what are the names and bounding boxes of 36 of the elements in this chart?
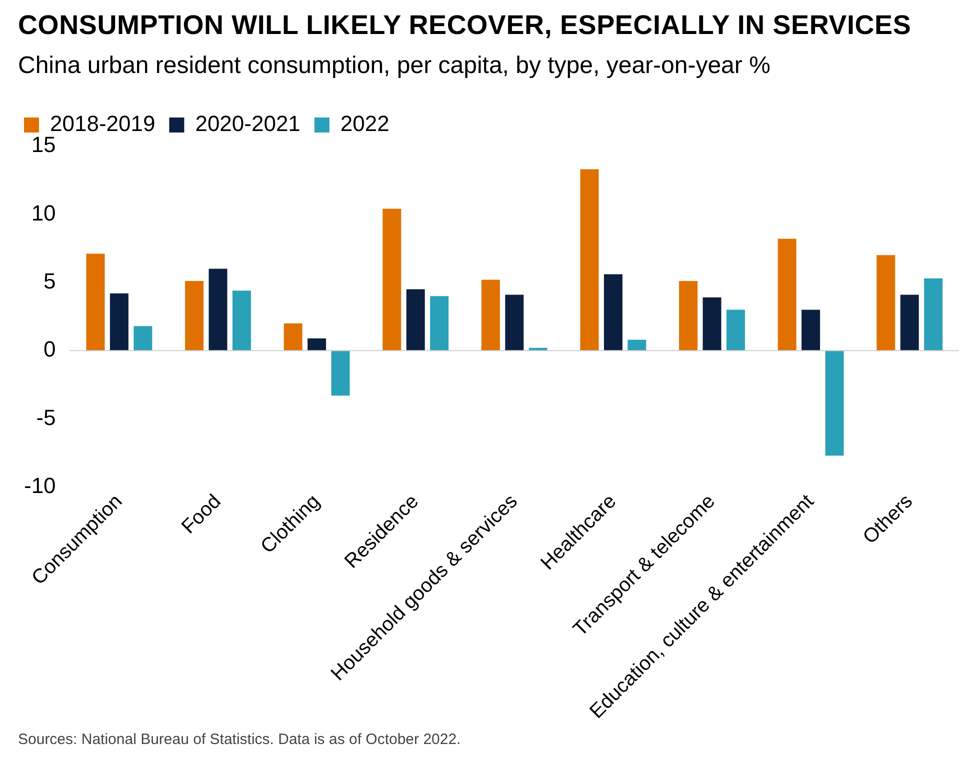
bar (876, 255, 896, 351)
source-note: Sources: National Bureau of Statistics. Data is as of October 2022. (18, 731, 461, 748)
bar (232, 290, 251, 351)
bar (726, 310, 745, 351)
legend-label: 2020-2021 (195, 111, 300, 136)
chart-subtitle: China urban resident consumption, per capita, by type, year-on-year % (18, 52, 770, 80)
bar (406, 289, 425, 351)
bar (679, 281, 698, 351)
bar (628, 340, 646, 351)
bar (185, 281, 204, 351)
bar (802, 310, 820, 351)
y-tick-label: -5 (36, 404, 56, 430)
bar (924, 278, 943, 351)
bar (900, 294, 919, 351)
bar (134, 326, 152, 351)
legend-label: 2022 (340, 111, 390, 136)
bar (331, 350, 350, 396)
y-tick-label: 5 (44, 268, 56, 294)
bar (505, 294, 524, 351)
chart-title: CONSUMPTION WILL LIKELY RECOVER, ESPECIALLY IN SERVICES (18, 10, 912, 41)
bar (702, 297, 722, 351)
bar (382, 208, 402, 351)
bar (208, 268, 228, 351)
y-tick-label: 0 (44, 336, 56, 362)
bar (825, 350, 844, 456)
bar (86, 254, 105, 351)
bar (308, 338, 326, 351)
bar (110, 293, 128, 351)
bar (430, 296, 449, 351)
y-tick-label: -10 (24, 473, 56, 498)
bar (481, 280, 500, 351)
y-tick-label: 10 (31, 200, 56, 226)
bar (580, 169, 599, 351)
bar (778, 238, 796, 351)
bar (604, 274, 622, 351)
bar (284, 323, 302, 351)
